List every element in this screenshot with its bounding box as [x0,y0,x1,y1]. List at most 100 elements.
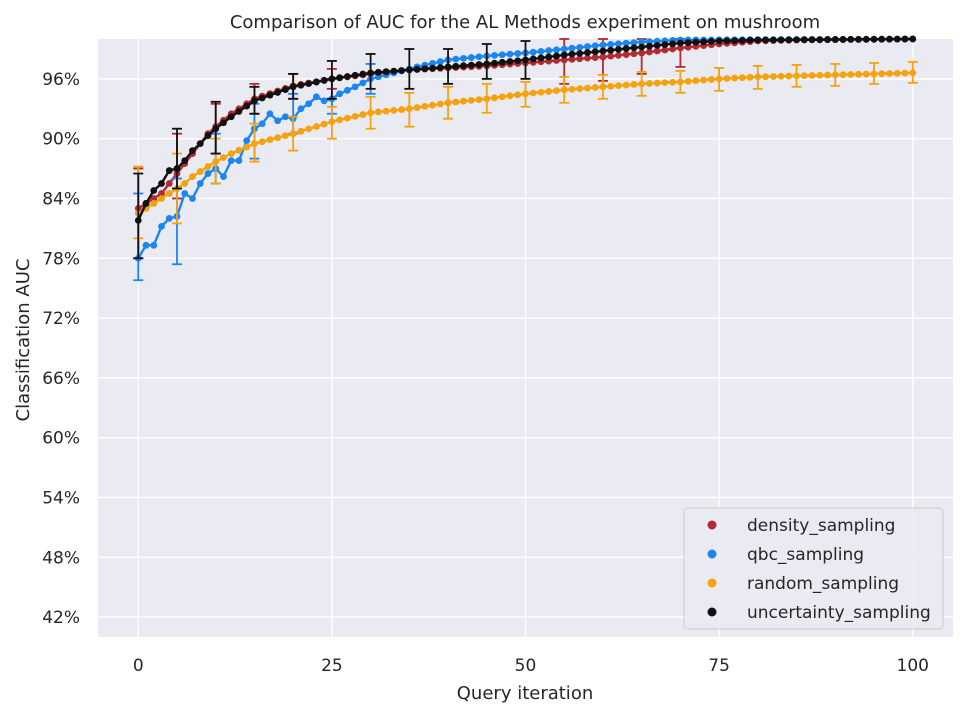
data-point [560,51,568,59]
legend-item: density_sampling [707,516,895,536]
data-point [568,50,576,58]
data-point [189,173,196,180]
data-point [769,73,777,80]
data-point [738,37,746,44]
data-point [491,51,498,59]
data-point [258,138,266,146]
data-point [646,42,653,50]
data-point [359,79,367,87]
data-point [196,140,204,148]
data-point [607,46,615,54]
data-point [467,61,475,69]
data-point [235,146,243,154]
error-bar [288,115,299,152]
data-point [243,137,251,145]
data-point [243,102,251,110]
data-point [452,98,460,106]
data-point [429,60,436,67]
data-point [297,127,305,135]
data-point [351,112,359,120]
error-bar [249,85,260,115]
data-point [839,36,847,43]
x-axis-label: Query iteration [457,683,593,704]
data-point [266,91,274,99]
x-tick-label: 0 [133,656,144,676]
data-point [808,72,816,79]
data-point [831,36,839,43]
data-point [266,136,274,144]
data-point [436,100,444,108]
data-point [498,58,506,66]
data-point [576,43,584,51]
error-bar [210,100,221,155]
data-point [266,110,274,118]
y-tick-label: 66% [42,369,80,389]
data-point [777,36,785,44]
data-point [591,84,599,91]
data-point [158,190,165,197]
data-point [638,38,646,46]
data-point [878,70,886,78]
data-point [320,97,328,105]
legend-marker [707,520,717,530]
data-point [545,88,553,95]
data-point [204,163,212,170]
data-point [653,47,661,55]
data-point [839,71,847,79]
data-point [235,108,243,115]
data-point [274,117,282,125]
data-point [855,70,862,78]
data-point [692,38,700,46]
data-point [754,36,762,44]
error-bar [249,122,260,163]
data-point [506,50,514,58]
data-point [220,119,227,127]
data-point [584,84,591,92]
data-point [336,90,344,98]
data-point [282,132,289,140]
data-point [165,190,173,197]
data-point [452,55,460,63]
data-point [622,81,630,89]
data-point [413,65,421,73]
data-point [398,67,405,74]
legend: density_sampling qbc_sampling random_sampl… [683,507,944,630]
data-point [235,157,243,164]
data-point [537,88,545,96]
y-tick-label: 72% [42,309,80,329]
data-point [746,73,754,81]
data-point [568,44,576,52]
data-point [684,39,692,46]
y-tick-label: 96% [42,70,80,90]
data-point [622,45,630,52]
y-tick-label: 78% [42,249,80,269]
data-point [413,104,421,111]
error-bar [675,69,686,94]
data-point [901,69,909,77]
data-point [824,71,831,79]
data-point [475,96,483,103]
data-point [731,37,738,44]
data-point [615,40,622,48]
data-point [227,150,235,158]
data-point [909,35,917,43]
data-point [421,102,429,110]
y-tick-label: 48% [42,548,80,568]
error-bar [365,53,376,90]
data-point [529,55,537,63]
error-bar [443,48,454,85]
data-point [630,81,638,88]
error-bar [365,95,376,130]
data-point [382,107,390,115]
data-point [553,87,560,95]
data-point [227,157,235,164]
data-point [553,46,560,54]
data-point [305,80,313,88]
data-point [545,53,553,61]
data-point [514,91,522,99]
data-point [204,132,212,140]
tick-labels: 42% 48% 54% 60% 66% 72% 78% 84% 90% 96% 0 25 50 75 100 [42,70,929,676]
x-tick-label: 25 [321,656,343,676]
data-point [297,105,305,113]
data-point [452,62,460,70]
